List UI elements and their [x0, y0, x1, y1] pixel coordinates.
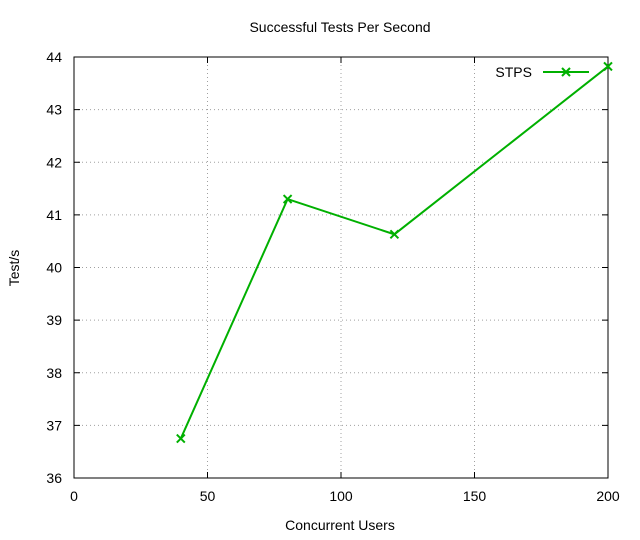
x-tick-label: 200	[596, 488, 620, 504]
y-tick-label: 42	[46, 154, 62, 170]
marker-stroke	[176, 433, 186, 444]
y-tick-label: 38	[46, 365, 62, 381]
grid	[74, 57, 608, 478]
x-tick-label: 150	[463, 488, 487, 504]
data-point	[603, 61, 613, 72]
legend: STPS	[495, 64, 589, 80]
legend-marker	[561, 67, 571, 77]
series-layer	[176, 61, 613, 444]
y-tick-label: 43	[46, 102, 62, 118]
marker-stroke	[389, 229, 400, 240]
x-tick-label: 100	[329, 488, 353, 504]
axes: 0 50 100 150 200 36 37 38 39 40 41 42 43 44	[46, 49, 619, 504]
marker-stroke	[561, 67, 571, 77]
data-point	[389, 229, 400, 240]
data-point	[282, 194, 293, 204]
y-tick-label: 44	[46, 49, 62, 65]
data-point	[176, 433, 186, 444]
legend-label: STPS	[495, 64, 532, 80]
y-tick-label: 39	[46, 312, 62, 328]
x-tick-label: 0	[70, 488, 78, 504]
chart-title: Successful Tests Per Second	[249, 19, 430, 35]
y-tick-label: 37	[46, 417, 62, 433]
marker-stroke	[282, 194, 293, 204]
y-tick-label: 36	[46, 470, 62, 486]
x-tick-label: 50	[200, 488, 216, 504]
y-tick-label: 41	[46, 207, 62, 223]
y-axis-label: Test/s	[6, 250, 22, 287]
marker-stroke	[603, 61, 613, 72]
series-line	[179, 65, 609, 439]
x-axis-label: Concurrent Users	[285, 517, 395, 533]
y-tick-label: 40	[46, 260, 62, 276]
